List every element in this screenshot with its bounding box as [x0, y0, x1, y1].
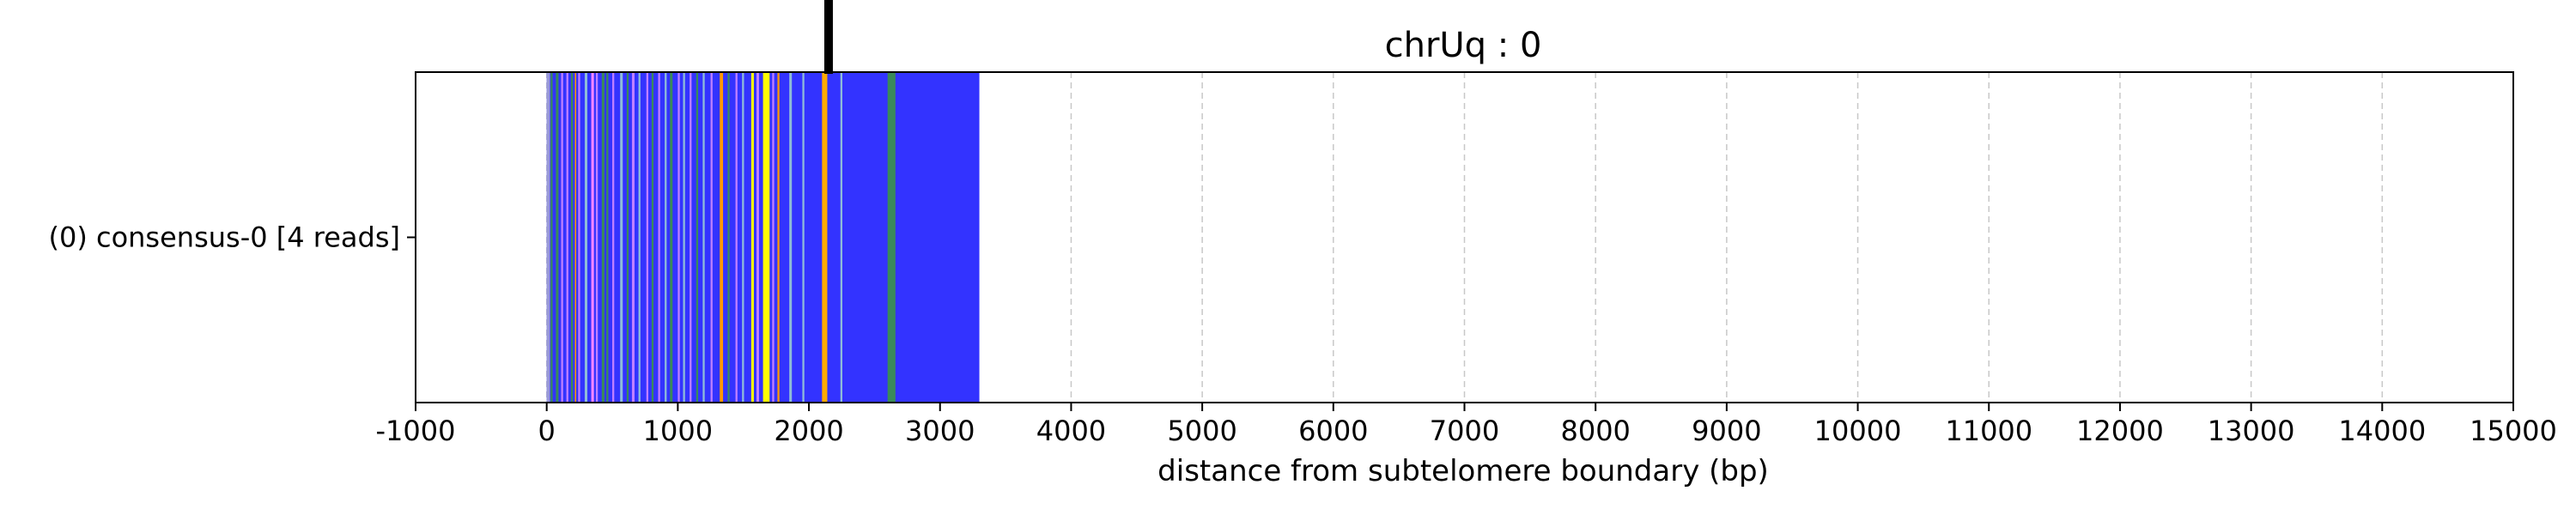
x-axis: -1000 0 1000 2000 3000 4000 5000 6000 7000 8000 90… [376, 403, 2557, 447]
x-tick-label: 13000 [2208, 415, 2295, 447]
motif-band [651, 73, 654, 402]
x-axis-title: distance from subtelomere boundary (bp) [1157, 454, 1769, 488]
motif-band [720, 73, 724, 402]
motif-band [710, 73, 713, 402]
motif-band [840, 73, 842, 402]
motif-band [696, 73, 699, 402]
x-tick-label: 7000 [1430, 415, 1499, 447]
motif-band [762, 73, 770, 402]
read-track [546, 73, 980, 402]
motif-band [670, 73, 673, 402]
x-tick-label: 11000 [1945, 415, 2032, 447]
motif-band [887, 73, 896, 402]
y-axis: (0) consensus-0 [4 reads] [48, 221, 416, 254]
motif-band [658, 73, 660, 402]
y-tick-label: (0) consensus-0 [4 reads] [48, 221, 400, 254]
x-tick-label: 15000 [2470, 415, 2557, 447]
x-tick-label: 6000 [1298, 415, 1368, 447]
motif-band [702, 73, 705, 402]
motif-band [683, 73, 685, 402]
x-tick-label: 0 [538, 415, 556, 447]
motif-band [646, 73, 649, 402]
motif-band [620, 73, 623, 402]
motif-band [735, 73, 738, 402]
motif-band [626, 73, 629, 402]
x-tick-label: 2000 [774, 415, 843, 447]
motif-band [742, 73, 744, 402]
x-tick-label: 1000 [643, 415, 713, 447]
motif-band [606, 73, 609, 402]
x-tick-label: 12000 [2076, 415, 2164, 447]
motif-band [777, 73, 780, 402]
motif-band [556, 73, 559, 402]
motif-band [584, 73, 588, 402]
motif-band [789, 73, 793, 402]
motif-band [550, 73, 553, 402]
motif-band [546, 73, 550, 402]
motif-band [612, 73, 615, 402]
motif-band [574, 73, 577, 402]
x-tick-label: -1000 [376, 415, 456, 447]
motif-band [566, 73, 568, 402]
motif-band [561, 73, 563, 402]
x-tick-label: 10000 [1814, 415, 1902, 447]
motif-band [631, 73, 635, 402]
motif-band [727, 73, 730, 402]
x-tick-label: 8000 [1560, 415, 1630, 447]
motif-band [690, 73, 692, 402]
motif-band [595, 73, 598, 402]
motif-band [822, 73, 828, 402]
motif-band [578, 73, 580, 402]
x-tick-label: 9000 [1692, 415, 1761, 447]
motif-band [665, 73, 667, 402]
motif-band [750, 73, 754, 402]
motif-band [570, 73, 574, 402]
chart-title: chrUq : 0 [1385, 26, 1542, 65]
x-tick-label: 5000 [1167, 415, 1236, 447]
x-tick-label: 4000 [1036, 415, 1106, 447]
motif-band [802, 73, 805, 402]
motif-band [601, 73, 605, 402]
motif-band [756, 73, 760, 402]
x-tick-label: 3000 [905, 415, 975, 447]
motif-band [638, 73, 641, 402]
motif-band [772, 73, 775, 402]
motif-band [591, 73, 594, 402]
x-tick-label: 14000 [2338, 415, 2426, 447]
motif-band [677, 73, 680, 402]
